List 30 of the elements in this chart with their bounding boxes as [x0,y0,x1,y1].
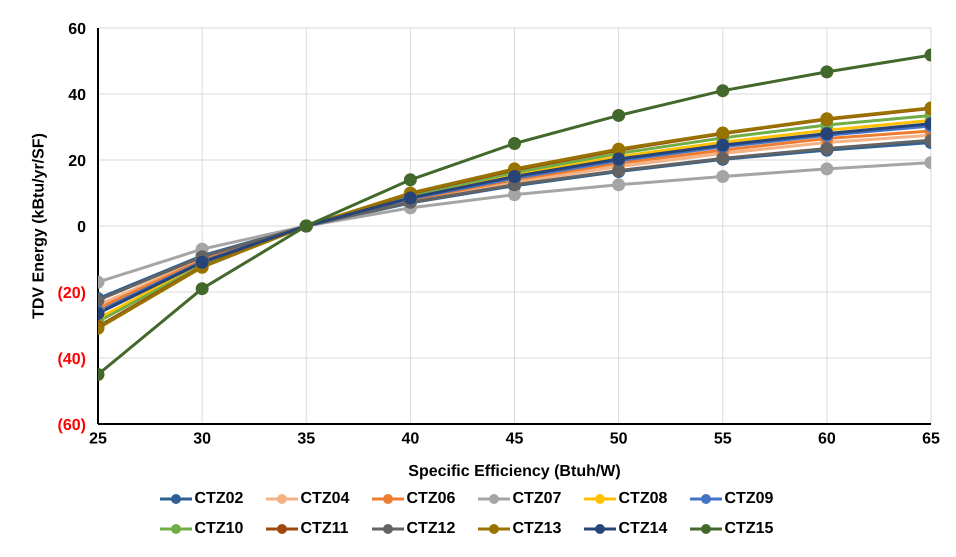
x-tick-label: 60 [818,430,836,448]
legend-label: CTZ11 [300,519,349,539]
legend-label: CTZ15 [724,519,774,539]
legend-label: CTZ04 [300,489,350,509]
x-axis-title: Specific Efficiency (Btuh/W) [408,463,621,480]
legend-label: CTZ08 [618,489,668,509]
y-axis-title: TDV Energy (kBtu/yr/SF) [30,133,48,319]
y-tick-label: 0 [77,219,86,236]
y-tick-label: (60) [58,417,86,434]
legend-label: CTZ06 [406,489,456,509]
y-tick-label: (20) [58,285,86,302]
x-tick-label: 65 [922,430,940,448]
y-tick-label: (40) [58,351,86,368]
y-tick-label: 40 [68,87,86,104]
legend-label: CTZ02 [194,489,244,509]
legend-label: CTZ14 [618,519,668,539]
x-tick-label: 45 [506,430,524,448]
legend-label: CTZ10 [194,519,244,539]
y-tick-label: 20 [68,153,86,170]
y-tick-label: 60 [68,21,86,38]
x-tick-label: 55 [714,430,732,448]
legend-label: CTZ09 [724,489,774,509]
legend-label: CTZ07 [512,489,562,509]
x-tick-label: 40 [401,430,420,448]
x-tick-label: 25 [89,430,107,448]
x-tick-label: 30 [193,430,212,448]
x-tick-label: 50 [610,430,628,448]
x-tick-label: 35 [297,430,316,448]
legend-label: CTZ12 [406,519,456,539]
legend-label: CTZ13 [512,519,562,539]
